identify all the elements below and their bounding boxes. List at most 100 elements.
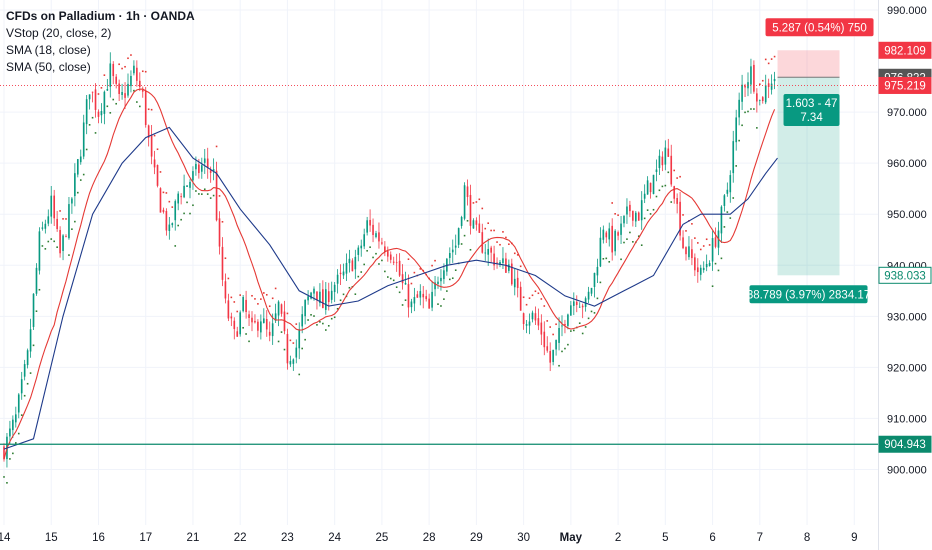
vstop-point [691, 223, 693, 225]
candle-body [466, 186, 469, 197]
candle-body [434, 282, 436, 290]
vstop-point [549, 326, 551, 328]
vstop-point [94, 132, 97, 134]
candle [38, 227, 41, 275]
vstop-point [85, 148, 88, 151]
vstop-point [283, 348, 286, 351]
legend-vstop[interactable]: VStop (20, close, 2) [6, 26, 112, 40]
candle [758, 99, 761, 106]
candle [351, 258, 354, 272]
candle-body [655, 169, 658, 173]
candle [372, 218, 374, 243]
hline-price-label: 904.943 [878, 435, 932, 453]
candle-body [646, 180, 649, 195]
candle-body [670, 155, 673, 185]
vstop-point [699, 248, 702, 251]
candle-body [490, 247, 492, 253]
vstop-point [236, 310, 239, 313]
vstop-point [587, 317, 590, 320]
candle-body [510, 263, 513, 285]
candle [428, 293, 430, 309]
vstop-point [375, 252, 377, 255]
vstop-point [348, 286, 351, 289]
candle-body [171, 223, 174, 226]
vstop-point [242, 326, 244, 329]
vstop-point [144, 70, 147, 73]
candle [257, 319, 259, 338]
candle [502, 247, 504, 270]
vstop-point [277, 340, 280, 343]
vstop-point [159, 171, 162, 173]
candle-body [277, 301, 280, 316]
candle [339, 264, 342, 285]
candle-body [457, 228, 460, 245]
candle [696, 258, 699, 283]
vstop-point [97, 93, 100, 95]
vstop-point [192, 204, 194, 207]
x-tick-label: 14 [0, 532, 11, 544]
candle [667, 138, 670, 157]
candle-body [540, 322, 543, 335]
vstop-point [260, 298, 262, 300]
vstop-point [629, 231, 631, 234]
candle [348, 249, 351, 273]
candle-body [354, 256, 357, 270]
vstop-point [360, 271, 363, 273]
vstop-point [20, 414, 23, 416]
vstop-point [567, 343, 569, 346]
price-label-3-bg [878, 266, 932, 284]
vstop-point [53, 240, 55, 243]
candle-body [534, 313, 537, 321]
candle-body [761, 97, 764, 101]
candle [505, 252, 507, 273]
x-tick-label: 29 [470, 532, 483, 544]
candle [655, 159, 658, 182]
candle [289, 355, 292, 367]
candle-body [652, 174, 655, 194]
vstop-point [720, 257, 723, 260]
position-stop-text: 5.287 (0.54%) 750 [772, 22, 867, 34]
candle [17, 393, 20, 419]
candle [71, 196, 73, 214]
candle [150, 125, 153, 165]
candle-body [443, 270, 445, 280]
candle-body [567, 314, 569, 326]
candle [91, 91, 94, 103]
legend-sma18[interactable]: SMA (18, close) [6, 43, 91, 57]
vstop-point [670, 201, 673, 203]
vstop-point [682, 214, 684, 216]
candle-body [280, 304, 283, 314]
candle-body [351, 260, 354, 272]
candle [322, 280, 324, 309]
candle [260, 314, 262, 340]
candle [575, 295, 578, 313]
candle [301, 306, 304, 334]
candle [567, 313, 569, 330]
candle-body [363, 234, 366, 247]
vstop-point [726, 211, 729, 213]
candle-body [233, 320, 236, 330]
candle [741, 74, 743, 110]
candle-body [91, 91, 94, 93]
candle [103, 90, 106, 125]
vstop-point [676, 177, 678, 179]
candle-body [88, 94, 91, 100]
candle [94, 83, 97, 118]
vstop-point [183, 212, 185, 215]
vstop-point [339, 299, 342, 302]
candle-body [744, 85, 746, 88]
candle [23, 359, 26, 381]
legend-sma50[interactable]: SMA (50, close) [6, 60, 91, 74]
candle [386, 246, 389, 262]
vstop-point [47, 240, 50, 243]
candle [649, 182, 652, 199]
candle-body [153, 159, 156, 168]
candle [434, 275, 436, 297]
candle-body [257, 321, 259, 331]
candle [147, 124, 150, 147]
vstop-point [608, 261, 611, 263]
vstop-point [325, 329, 327, 331]
vstop-point [251, 294, 253, 297]
candle [761, 96, 764, 104]
vstop-point [59, 210, 61, 212]
